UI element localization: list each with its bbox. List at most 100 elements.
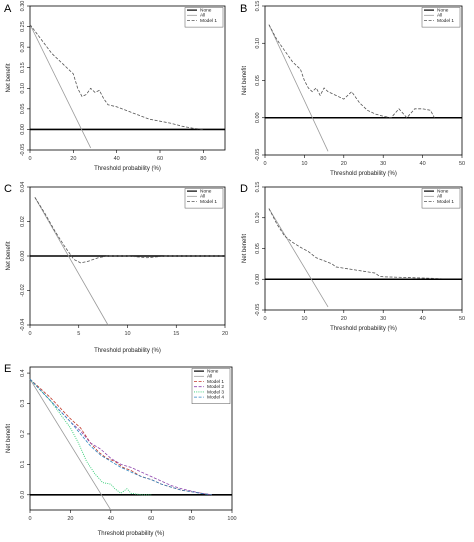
x-tick-label: 5 (77, 331, 80, 337)
y-tick-label: 0.02 (20, 216, 26, 227)
y-tick-label: 0.00 (255, 112, 261, 123)
series-line-all (34, 197, 109, 326)
x-tick-label: 20 (70, 156, 76, 162)
y-tick-label: -0.04 (20, 319, 26, 332)
y-tick-label: 0.30 (20, 1, 26, 12)
y-tick-label: 0.00 (255, 274, 261, 285)
series-line-model-1 (29, 24, 204, 130)
x-tick-label: 0 (263, 316, 266, 322)
y-tick-label: 0.15 (255, 182, 261, 193)
y-tick-label: 0.25 (20, 21, 26, 32)
x-tick-label: 0 (28, 516, 31, 522)
legend-entry: None (207, 369, 219, 375)
x-tick-label: 80 (200, 156, 206, 162)
y-axis-title: Net benefit (6, 424, 12, 453)
legend-entry: Model 2 (207, 384, 224, 390)
x-tick-label: 100 (227, 516, 236, 522)
x-tick-label: 20 (341, 316, 347, 322)
x-tick-label: 15 (173, 331, 179, 337)
legend-entry: Model 1 (437, 199, 454, 205)
legend-entry: None (437, 189, 449, 195)
series-line-model-1 (29, 378, 212, 496)
series-line-all (268, 208, 329, 308)
x-tick-label: 60 (157, 156, 163, 162)
panel-D: D 0 10 20 30 40 50 -0.05 0.00 0.05 0.10 0.15 Thresho… (240, 182, 465, 332)
x-tick-label: 10 (301, 316, 307, 322)
series-line-model-1 (268, 208, 462, 280)
x-tick-label: 50 (459, 316, 465, 322)
series-line-model-4 (29, 378, 212, 496)
y-axis-title: Net benefit (242, 66, 248, 95)
panel-letter: C (4, 183, 12, 195)
x-tick-label: 20 (67, 516, 73, 522)
x-tick-label: 40 (420, 316, 426, 322)
y-axis-title: Net benefit (6, 63, 12, 92)
y-tick-label: -0.02 (20, 284, 26, 297)
x-tick-label: 50 (459, 161, 465, 167)
legend-entry: All (200, 194, 205, 200)
x-tick-label: 10 (124, 331, 130, 337)
legend-box (184, 7, 224, 28)
legend-entry: All (207, 374, 212, 380)
panel-letter: B (240, 3, 247, 15)
plot-frame (29, 5, 226, 151)
legend-box (421, 7, 461, 28)
panel-letter: E (4, 363, 11, 375)
panel-C: C 0 5 10 15 20 -0.04 -0.02 0.00 0.02 0.04 Threshold… (4, 182, 228, 354)
series-line-model-1 (268, 24, 435, 119)
y-tick-label: -0.05 (20, 144, 26, 157)
series-line-all (29, 24, 92, 149)
legend-entry: Model 1 (207, 379, 224, 385)
y-tick-label: 0.1 (20, 461, 26, 469)
x-tick-label: 0 (263, 161, 266, 167)
x-axis-title: Threshold probability (%) (94, 348, 161, 354)
y-tick-label: 0.05 (255, 243, 261, 254)
x-axis-title: Threshold probability (%) (94, 166, 161, 172)
legend-entry: Model 4 (207, 395, 224, 401)
x-axis-title: Threshold probability (%) (330, 326, 397, 332)
y-tick-label: 0.15 (255, 1, 261, 12)
x-tick-label: 20 (341, 161, 347, 167)
legend-entry: Model 1 (200, 18, 217, 24)
y-tick-label: 0.10 (20, 83, 26, 94)
y-tick-label: 0.0 (20, 491, 26, 499)
y-tick-label: 0.4 (20, 369, 26, 377)
x-tick-label: 40 (420, 161, 426, 167)
y-tick-label: 0.2 (20, 430, 26, 438)
y-tick-label: 0.00 (20, 251, 26, 262)
x-tick-label: 40 (114, 156, 120, 162)
x-tick-label: 30 (380, 316, 386, 322)
panel-A: A 0 20 40 60 80 -0.05 0.00 0.05 0.10 0.15 0.20 0.25 0… (4, 1, 226, 172)
legend-entry: Model 1 (200, 199, 217, 205)
y-tick-label: 0.15 (20, 62, 26, 73)
x-axis-title: Threshold probability (%) (98, 531, 165, 537)
x-tick-label: 30 (380, 161, 386, 167)
y-tick-label: -0.05 (255, 149, 261, 162)
legend-entry: None (200, 8, 212, 14)
legend-box (421, 188, 461, 209)
legend-entry: All (437, 194, 442, 200)
series-line-all (29, 378, 112, 511)
x-tick-label: 0 (28, 331, 31, 337)
legend-entry: None (437, 8, 449, 14)
y-tick-label: -0.05 (255, 304, 261, 317)
y-tick-label: 0.3 (20, 400, 26, 408)
y-tick-label: 0.10 (255, 38, 261, 49)
y-tick-label: 0.05 (255, 75, 261, 86)
x-axis-title: Threshold probability (%) (330, 171, 397, 177)
series-line-model-2 (29, 378, 212, 496)
series-line-all (268, 24, 329, 152)
panel-letter: D (240, 183, 248, 195)
x-tick-label: 80 (189, 516, 195, 522)
x-tick-label: 40 (108, 516, 114, 522)
series-line-model-3 (29, 378, 152, 496)
legend-entry: Model 1 (437, 18, 454, 24)
panel-E: E 0 20 40 60 80 100 0.0 0.1 0.2 0.3 0.4 Threshold pr… (4, 363, 237, 537)
y-axis-title: Net benefit (6, 241, 12, 270)
series-line-model-1 (34, 197, 225, 264)
legend-entry: Model 3 (207, 389, 224, 395)
panel-B: B 0 10 20 30 40 50 -0.05 0.00 0.05 0.10 0.15 Thresho… (240, 1, 465, 177)
y-tick-label: 0.05 (20, 103, 26, 114)
y-tick-label: 0.00 (20, 124, 26, 135)
